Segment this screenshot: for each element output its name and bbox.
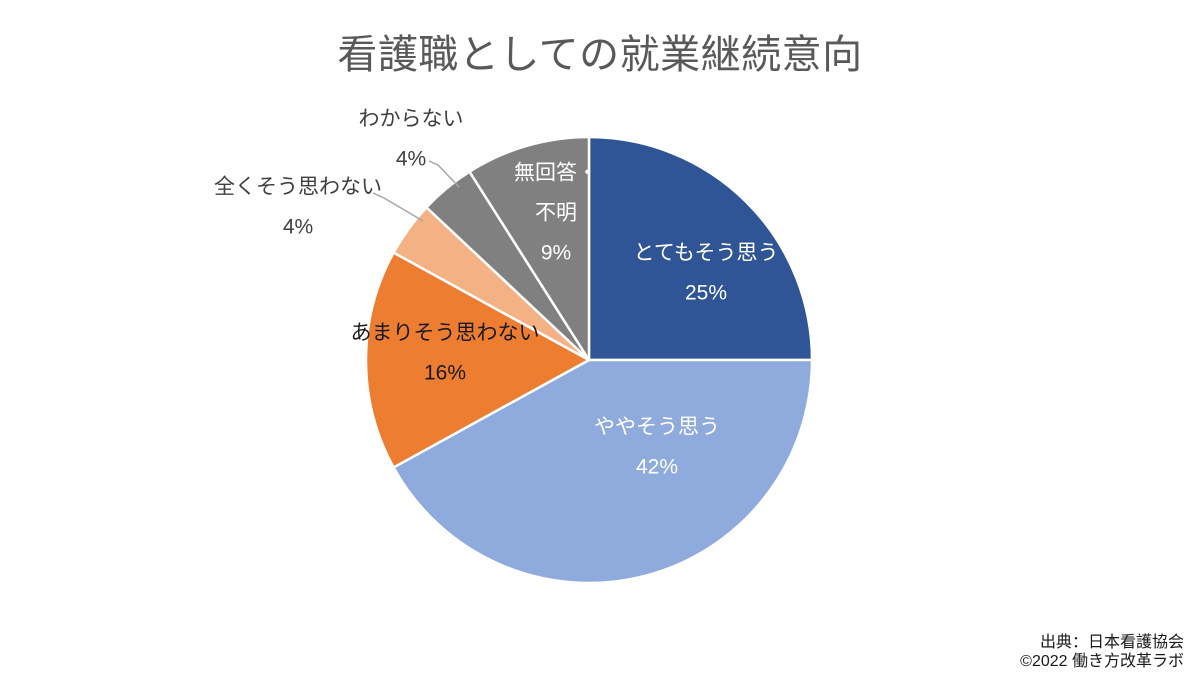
pie-label-3-line-2: 16% [424, 362, 466, 385]
pie-label-5-line-2: 4% [396, 148, 426, 171]
pie-label-2-line-1: ややそう思う [594, 416, 720, 439]
pie-label-4-line-2: 4% [283, 216, 313, 239]
pie-slice-3 [364, 251, 591, 469]
pie-label-4-line-1: 全くそう思わない [214, 176, 382, 199]
pie-slice-2 [392, 358, 814, 585]
leader-line-5 [428, 160, 460, 188]
pie-label-2-line-2: 42% [636, 456, 678, 479]
pie-label-6-line-2: 不明 [535, 202, 577, 225]
source-attribution: 出典：日本看護協会 ©2022 働き方改革ラボ [1020, 634, 1184, 671]
pie-label-6-line-1: 無回答・ [514, 162, 598, 185]
source-line-1: 出典：日本看護協会 [1039, 634, 1184, 652]
pie-slice-1 [587, 135, 814, 362]
leader-line-4 [372, 192, 424, 222]
pie-label-3-line-1: あまりそう思わない [351, 322, 540, 345]
chart-title: 看護職としての就業継続意向 [337, 33, 863, 77]
pie-label-5-line-1: わからない [359, 108, 464, 131]
source-line-2: ©2022 働き方改革ラボ [1020, 652, 1184, 670]
pie-label-1-line-1: とてもそう思う [634, 242, 779, 265]
pie-label-1-line-2: 25% [685, 282, 727, 305]
pie-label-6-line-3: 9% [541, 242, 571, 265]
pie-slice-6 [468, 135, 591, 362]
